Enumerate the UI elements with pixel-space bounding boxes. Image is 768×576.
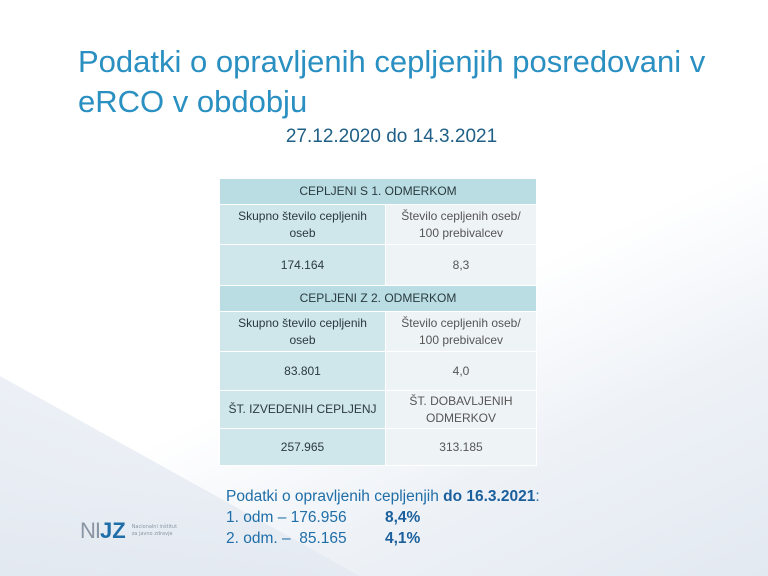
dose2-label: 2. odm. – 85.165 xyxy=(226,530,347,547)
dose1-per100: 8,3 xyxy=(385,244,537,286)
delivered-value: 313.185 xyxy=(385,428,537,466)
performed-value: 257.965 xyxy=(219,428,386,466)
footer-line1: Podatki o opravljenih cepljenjih do 16.3… xyxy=(226,486,540,507)
logo-text: Nacionalni inštitut za javno zdravje xyxy=(131,524,178,537)
header-per100: Število cepljenih oseb/ 100 prebivalcev xyxy=(385,204,537,245)
header-total: Skupno število cepljenih oseb xyxy=(219,204,386,245)
footer-text: Podatki o opravljenih cepljenjih xyxy=(226,488,444,505)
header-performed: ŠT. IZVEDENIH CEPLJENJ xyxy=(219,390,386,429)
section-header-dose2: CEPLJENI Z 2. ODMERKOM xyxy=(219,285,537,312)
header-total: Skupno število cepljenih oseb xyxy=(219,311,386,352)
footer-colon: : xyxy=(535,488,540,505)
dose1-label: 1. odm – 176.956 xyxy=(226,509,347,526)
dose1-total: 174.164 xyxy=(219,244,386,286)
logo-ni: NI xyxy=(80,518,101,543)
section-header-dose1: CEPLJENI S 1. ODMERKOM xyxy=(219,178,537,205)
slide-subtitle: 27.12.2020 do 14.3.2021 xyxy=(285,126,498,147)
dose2-pct: 4,1% xyxy=(385,530,421,547)
dose2-total: 83.801 xyxy=(219,351,386,391)
vaccination-table: CEPLJENI S 1. ODMERKOM Skupno število ce… xyxy=(219,178,537,466)
nijz-logo: NI JZ Nacionalni inštitut za javno zdravj… xyxy=(80,518,182,544)
logo-jz: JZ xyxy=(100,518,126,543)
slide-title: Podatki o opravljenih cepljenjih posredo… xyxy=(78,44,706,119)
dose1-pct: 8,4% xyxy=(385,509,421,526)
dose2-per100: 4,0 xyxy=(385,351,537,391)
footer-summary: Podatki o opravljenih cepljenjih do 16.3… xyxy=(226,486,540,549)
header-per100: Število cepljenih oseb/ 100 prebivalcev xyxy=(385,311,537,352)
header-delivered: ŠT. DOBAVLJENIH ODMERKOV xyxy=(385,390,537,429)
dose1-summary: 1. odm – 176.956 8,4% xyxy=(226,507,540,528)
footer-date: do 16.3.2021 xyxy=(443,488,536,505)
dose2-summary: 2. odm. – 85.165 4,1% xyxy=(226,528,540,549)
